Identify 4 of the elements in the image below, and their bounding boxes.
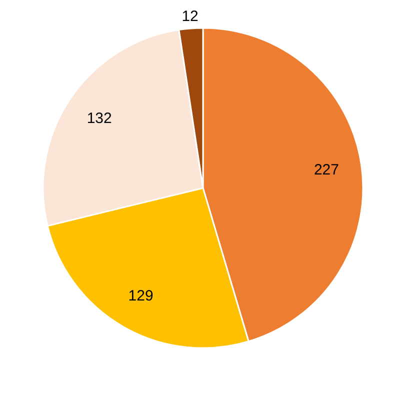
data-label: 12 <box>182 8 198 25</box>
data-label: 129 <box>128 288 154 305</box>
data-label: 132 <box>86 110 112 127</box>
data-label: 227 <box>314 162 340 179</box>
